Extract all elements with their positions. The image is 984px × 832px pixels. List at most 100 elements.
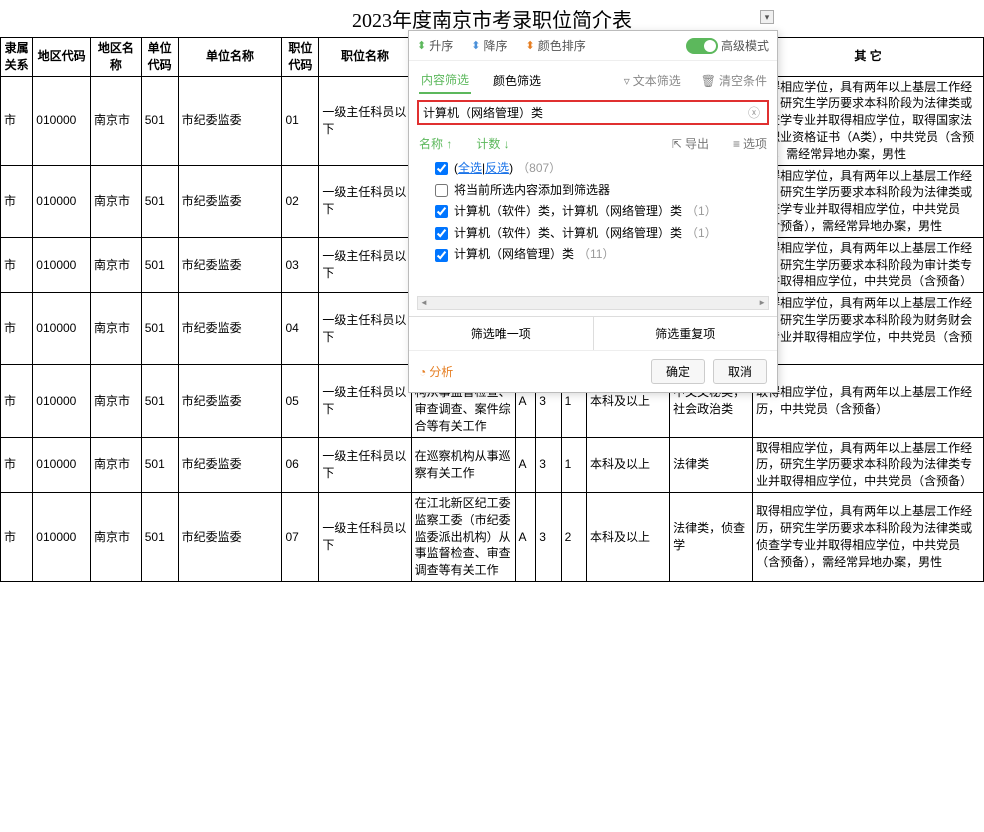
checklist-item[interactable]: (全选|反选)（807） [435, 158, 767, 180]
table-cell[interactable]: 501 [141, 492, 178, 581]
table-cell[interactable]: 取得相应学位，具有两年以上基层工作经历，研究生学历要求本科阶段为财务财会类专业并… [753, 293, 984, 365]
advanced-mode-toggle[interactable]: 高级模式 [686, 37, 769, 54]
table-cell[interactable]: 市纪委监委 [178, 293, 282, 365]
table-cell[interactable]: 市 [1, 365, 33, 437]
checklist-item[interactable]: 计算机（网络管理）类（11） [435, 244, 767, 266]
table-cell[interactable]: 市纪委监委 [178, 365, 282, 437]
table-cell[interactable]: 501 [141, 76, 178, 165]
table-cell[interactable]: 一级主任科员以下 [319, 237, 411, 292]
table-cell[interactable]: 2 [561, 492, 586, 581]
table-cell[interactable]: 3 [536, 492, 561, 581]
invert-select-link[interactable]: 反选 [485, 161, 509, 175]
table-cell[interactable]: 市纪委监委 [178, 237, 282, 292]
table-cell[interactable]: 市 [1, 76, 33, 165]
table-cell[interactable]: 南京市 [90, 492, 141, 581]
clear-conditions-button[interactable]: 🗑清空条件 [701, 72, 767, 89]
table-cell[interactable]: 市 [1, 165, 33, 237]
table-cell[interactable]: 010000 [33, 492, 91, 581]
table-cell[interactable]: 本科及以上 [587, 492, 670, 581]
checklist-checkbox[interactable] [435, 184, 448, 197]
sort-asc-button[interactable]: ⬍升序 [417, 37, 453, 54]
table-cell[interactable]: 02 [282, 165, 319, 237]
filter-dropdown-arrow[interactable]: ▾ [760, 10, 774, 24]
table-cell[interactable]: 市纪委监委 [178, 437, 282, 492]
table-cell[interactable]: 07 [282, 492, 319, 581]
table-cell[interactable]: 01 [282, 76, 319, 165]
table-cell[interactable]: 一级主任科员以下 [319, 165, 411, 237]
table-cell[interactable]: 南京市 [90, 76, 141, 165]
table-cell[interactable]: 市 [1, 492, 33, 581]
table-cell[interactable]: 取得相应学位，具有两年以上基层工作经历，研究生学历要求本科阶段为法律类或侦查学专… [753, 76, 984, 165]
table-cell[interactable]: 市 [1, 237, 33, 292]
table-cell[interactable]: 取得相应学位，具有两年以上基层工作经历，中共党员（含预备） [753, 365, 984, 437]
table-cell[interactable]: 取得相应学位，具有两年以上基层工作经历，研究生学历要求本科阶段为法律类或侦查学专… [753, 492, 984, 581]
table-cell[interactable]: 南京市 [90, 165, 141, 237]
ok-button[interactable]: 确定 [651, 359, 705, 384]
filter-unique-button[interactable]: 筛选唯一项 [409, 317, 594, 350]
col-name[interactable]: 名称 ↑ [419, 135, 452, 152]
cancel-button[interactable]: 取消 [713, 359, 767, 384]
table-cell[interactable]: 南京市 [90, 293, 141, 365]
table-cell[interactable]: 市纪委监委 [178, 492, 282, 581]
table-cell[interactable]: 3 [536, 437, 561, 492]
table-cell[interactable]: 法律类，侦查学 [670, 492, 753, 581]
table-cell[interactable]: 在江北新区纪工委监察工委（市纪委监委派出机构）从事监督检查、审查调查等有关工作 [411, 492, 515, 581]
search-input[interactable] [423, 106, 745, 120]
table-cell[interactable]: 取得相应学位，具有两年以上基层工作经历，研究生学历要求本科阶段为法律类或侦查学专… [753, 165, 984, 237]
checklist-checkbox[interactable] [435, 249, 448, 262]
checklist-checkbox[interactable] [435, 205, 448, 218]
horizontal-scrollbar[interactable] [417, 296, 769, 310]
table-cell[interactable]: 501 [141, 237, 178, 292]
table-cell[interactable]: 010000 [33, 165, 91, 237]
table-cell[interactable]: A [515, 492, 536, 581]
table-cell[interactable]: 03 [282, 237, 319, 292]
options-button[interactable]: ≡选项 [733, 135, 767, 152]
table-cell[interactable]: 501 [141, 365, 178, 437]
table-cell[interactable]: 取得相应学位，具有两年以上基层工作经历，研究生学历要求本科阶段为法律类专业并取得… [753, 437, 984, 492]
checklist-item[interactable]: 计算机（软件）类、计算机（网络管理）类（1） [435, 223, 767, 245]
select-all-link[interactable]: 全选 [458, 161, 482, 175]
export-button[interactable]: ⇱导出 [672, 135, 709, 152]
filter-duplicate-button[interactable]: 筛选重复项 [594, 317, 778, 350]
table-cell[interactable]: 南京市 [90, 237, 141, 292]
table-cell[interactable]: 501 [141, 293, 178, 365]
checklist-checkbox[interactable] [435, 227, 448, 240]
analysis-button[interactable]: ◔分析 [419, 363, 453, 380]
table-cell[interactable]: 05 [282, 365, 319, 437]
table-cell[interactable]: 南京市 [90, 437, 141, 492]
clear-search-button[interactable]: ⓧ [745, 104, 763, 121]
checklist-item[interactable]: 计算机（软件）类，计算机（网络管理）类（1） [435, 201, 767, 223]
table-cell[interactable]: 本科及以上 [587, 437, 670, 492]
table-cell[interactable]: 501 [141, 437, 178, 492]
table-cell[interactable]: 市纪委监委 [178, 76, 282, 165]
table-cell[interactable]: 010000 [33, 365, 91, 437]
table-cell[interactable]: A [515, 437, 536, 492]
table-cell[interactable]: 501 [141, 165, 178, 237]
table-cell[interactable]: 法律类 [670, 437, 753, 492]
sort-desc-button[interactable]: ⬍降序 [471, 37, 507, 54]
table-cell[interactable]: 010000 [33, 76, 91, 165]
table-cell[interactable]: 市 [1, 437, 33, 492]
checklist-item[interactable]: 将当前所选内容添加到筛选器 [435, 180, 767, 202]
table-cell[interactable]: 04 [282, 293, 319, 365]
col-count[interactable]: 计数 ↓ [476, 135, 509, 152]
table-cell[interactable]: 010000 [33, 437, 91, 492]
table-cell[interactable]: 取得相应学位，具有两年以上基层工作经历，研究生学历要求本科阶段为审计类专业并取得… [753, 237, 984, 292]
table-cell[interactable]: 南京市 [90, 365, 141, 437]
table-cell[interactable]: 市纪委监委 [178, 165, 282, 237]
table-cell[interactable]: 010000 [33, 237, 91, 292]
table-cell[interactable]: 一级主任科员以下 [319, 437, 411, 492]
table-cell[interactable]: 市 [1, 293, 33, 365]
table-cell[interactable]: 一级主任科员以下 [319, 293, 411, 365]
table-cell[interactable]: 在巡察机构从事巡察有关工作 [411, 437, 515, 492]
table-cell[interactable]: 1 [561, 437, 586, 492]
table-cell[interactable]: 010000 [33, 293, 91, 365]
table-cell[interactable]: 一级主任科员以下 [319, 76, 411, 165]
tab-content-filter[interactable]: 内容筛选 [419, 67, 471, 94]
table-cell[interactable]: 一级主任科员以下 [319, 365, 411, 437]
checklist-checkbox[interactable] [435, 162, 448, 175]
text-filter-button[interactable]: ▿文本筛选 [624, 72, 681, 89]
table-cell[interactable]: 一级主任科员以下 [319, 492, 411, 581]
sort-color-button[interactable]: ⬍颜色排序 [525, 37, 585, 54]
tab-color-filter[interactable]: 颜色筛选 [491, 68, 543, 93]
